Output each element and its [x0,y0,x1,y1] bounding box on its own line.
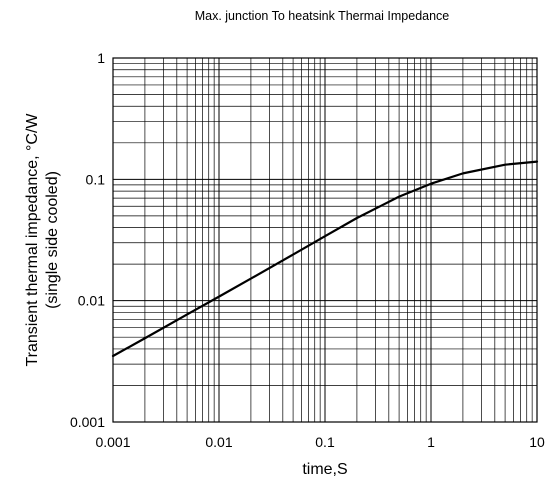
x-tick-label: 10 [529,434,545,450]
grid [113,58,537,422]
x-tick-label: 0.001 [95,434,130,450]
chart-title: Max. junction To heatsink Thermai Impeda… [195,9,450,23]
y-tick-label: 0.01 [78,293,105,309]
series-line-1 [111,160,539,358]
y-axis-label-line-2: (single side cooled) [44,171,61,309]
y-tick-label: 1 [97,50,105,66]
y-axis-label-line-1: Transient thermal impedance, °C/W [24,113,41,367]
x-tick-label: 0.01 [205,434,232,450]
series-layer [111,160,539,358]
y-tick-label: 0.001 [70,414,105,430]
y-tick-label: 0.1 [86,171,106,187]
x-tick-label: 0.1 [315,434,335,450]
y-tick-labels: 0.001 0.01 0.1 1 [70,50,105,430]
plot-frame [112,57,538,423]
x-axis-label: time,S [302,461,347,478]
x-tick-labels: 0.001 0.01 0.1 1 10 [95,434,545,450]
x-tick-label: 1 [427,434,435,450]
